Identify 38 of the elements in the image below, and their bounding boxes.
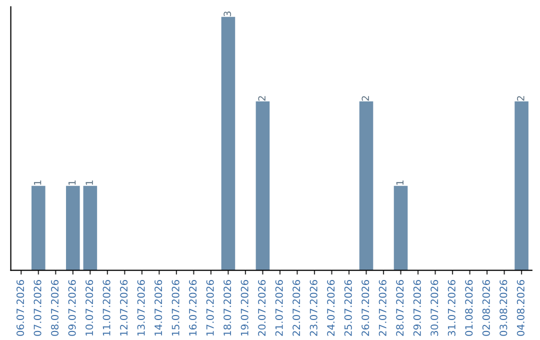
x-tick-label: 26.07.2026 [362, 280, 370, 336]
x-tick-label: 08.07.2026 [51, 280, 59, 336]
x-tick-label: 21.07.2026 [275, 280, 283, 336]
x-tick-label: 17.07.2026 [206, 280, 214, 336]
x-tick-label: 23.07.2026 [310, 280, 318, 336]
data-label: 1 [86, 180, 93, 185]
x-tick-label: 15.07.2026 [172, 280, 180, 336]
x-tick-label: 29.07.2026 [413, 280, 421, 336]
x-tick-label: 11.07.2026 [102, 280, 110, 336]
x-tick-label: 06.07.2026 [16, 280, 24, 336]
data-label: 2 [517, 96, 524, 101]
x-tick-label: 20.07.2026 [258, 280, 266, 336]
x-tick-label: 24.07.2026 [327, 280, 335, 336]
x-tick-label: 09.07.2026 [68, 280, 76, 336]
x-tick-label: 18.07.2026 [224, 280, 232, 336]
x-tick-label: 28.07.2026 [396, 280, 404, 336]
data-label: 2 [362, 96, 369, 101]
x-tick-label: 30.07.2026 [430, 280, 438, 336]
x-tick-label: 04.08.2026 [516, 280, 524, 336]
x-tick-label: 19.07.2026 [240, 280, 248, 336]
x-tick-label: 01.08.2026 [465, 280, 473, 336]
x-tick-label: 12.07.2026 [120, 280, 128, 336]
x-tick-label: 16.07.2026 [189, 280, 197, 336]
x-tick-label: 10.07.2026 [86, 280, 94, 336]
x-tick-label: 03.08.2026 [500, 280, 508, 336]
data-label: 1 [396, 180, 404, 185]
x-tick-label: 25.07.2026 [344, 280, 352, 336]
x-tick-label: 31.07.2026 [448, 280, 456, 336]
data-label: 2 [258, 96, 266, 101]
x-tick-label: 27.07.2026 [378, 280, 386, 336]
data-label: 1 [68, 180, 76, 185]
x-tick-label: 22.07.2026 [292, 280, 300, 336]
data-label: 3 [224, 12, 232, 16]
x-tick-label: 07.07.2026 [34, 280, 42, 336]
x-tick-label: 13.07.2026 [137, 280, 145, 336]
x-tick-label: 14.07.2026 [154, 280, 162, 336]
x-tick-label: 02.08.2026 [482, 280, 490, 336]
data-label: 1 [34, 180, 42, 185]
